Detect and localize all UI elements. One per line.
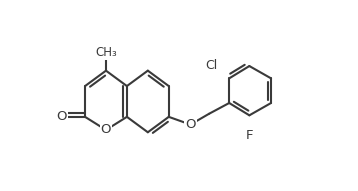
- Text: Cl: Cl: [205, 59, 218, 72]
- Text: O: O: [57, 110, 67, 123]
- Text: F: F: [246, 129, 253, 142]
- Text: O: O: [101, 123, 111, 136]
- Text: CH₃: CH₃: [95, 46, 117, 59]
- Text: O: O: [185, 118, 196, 131]
